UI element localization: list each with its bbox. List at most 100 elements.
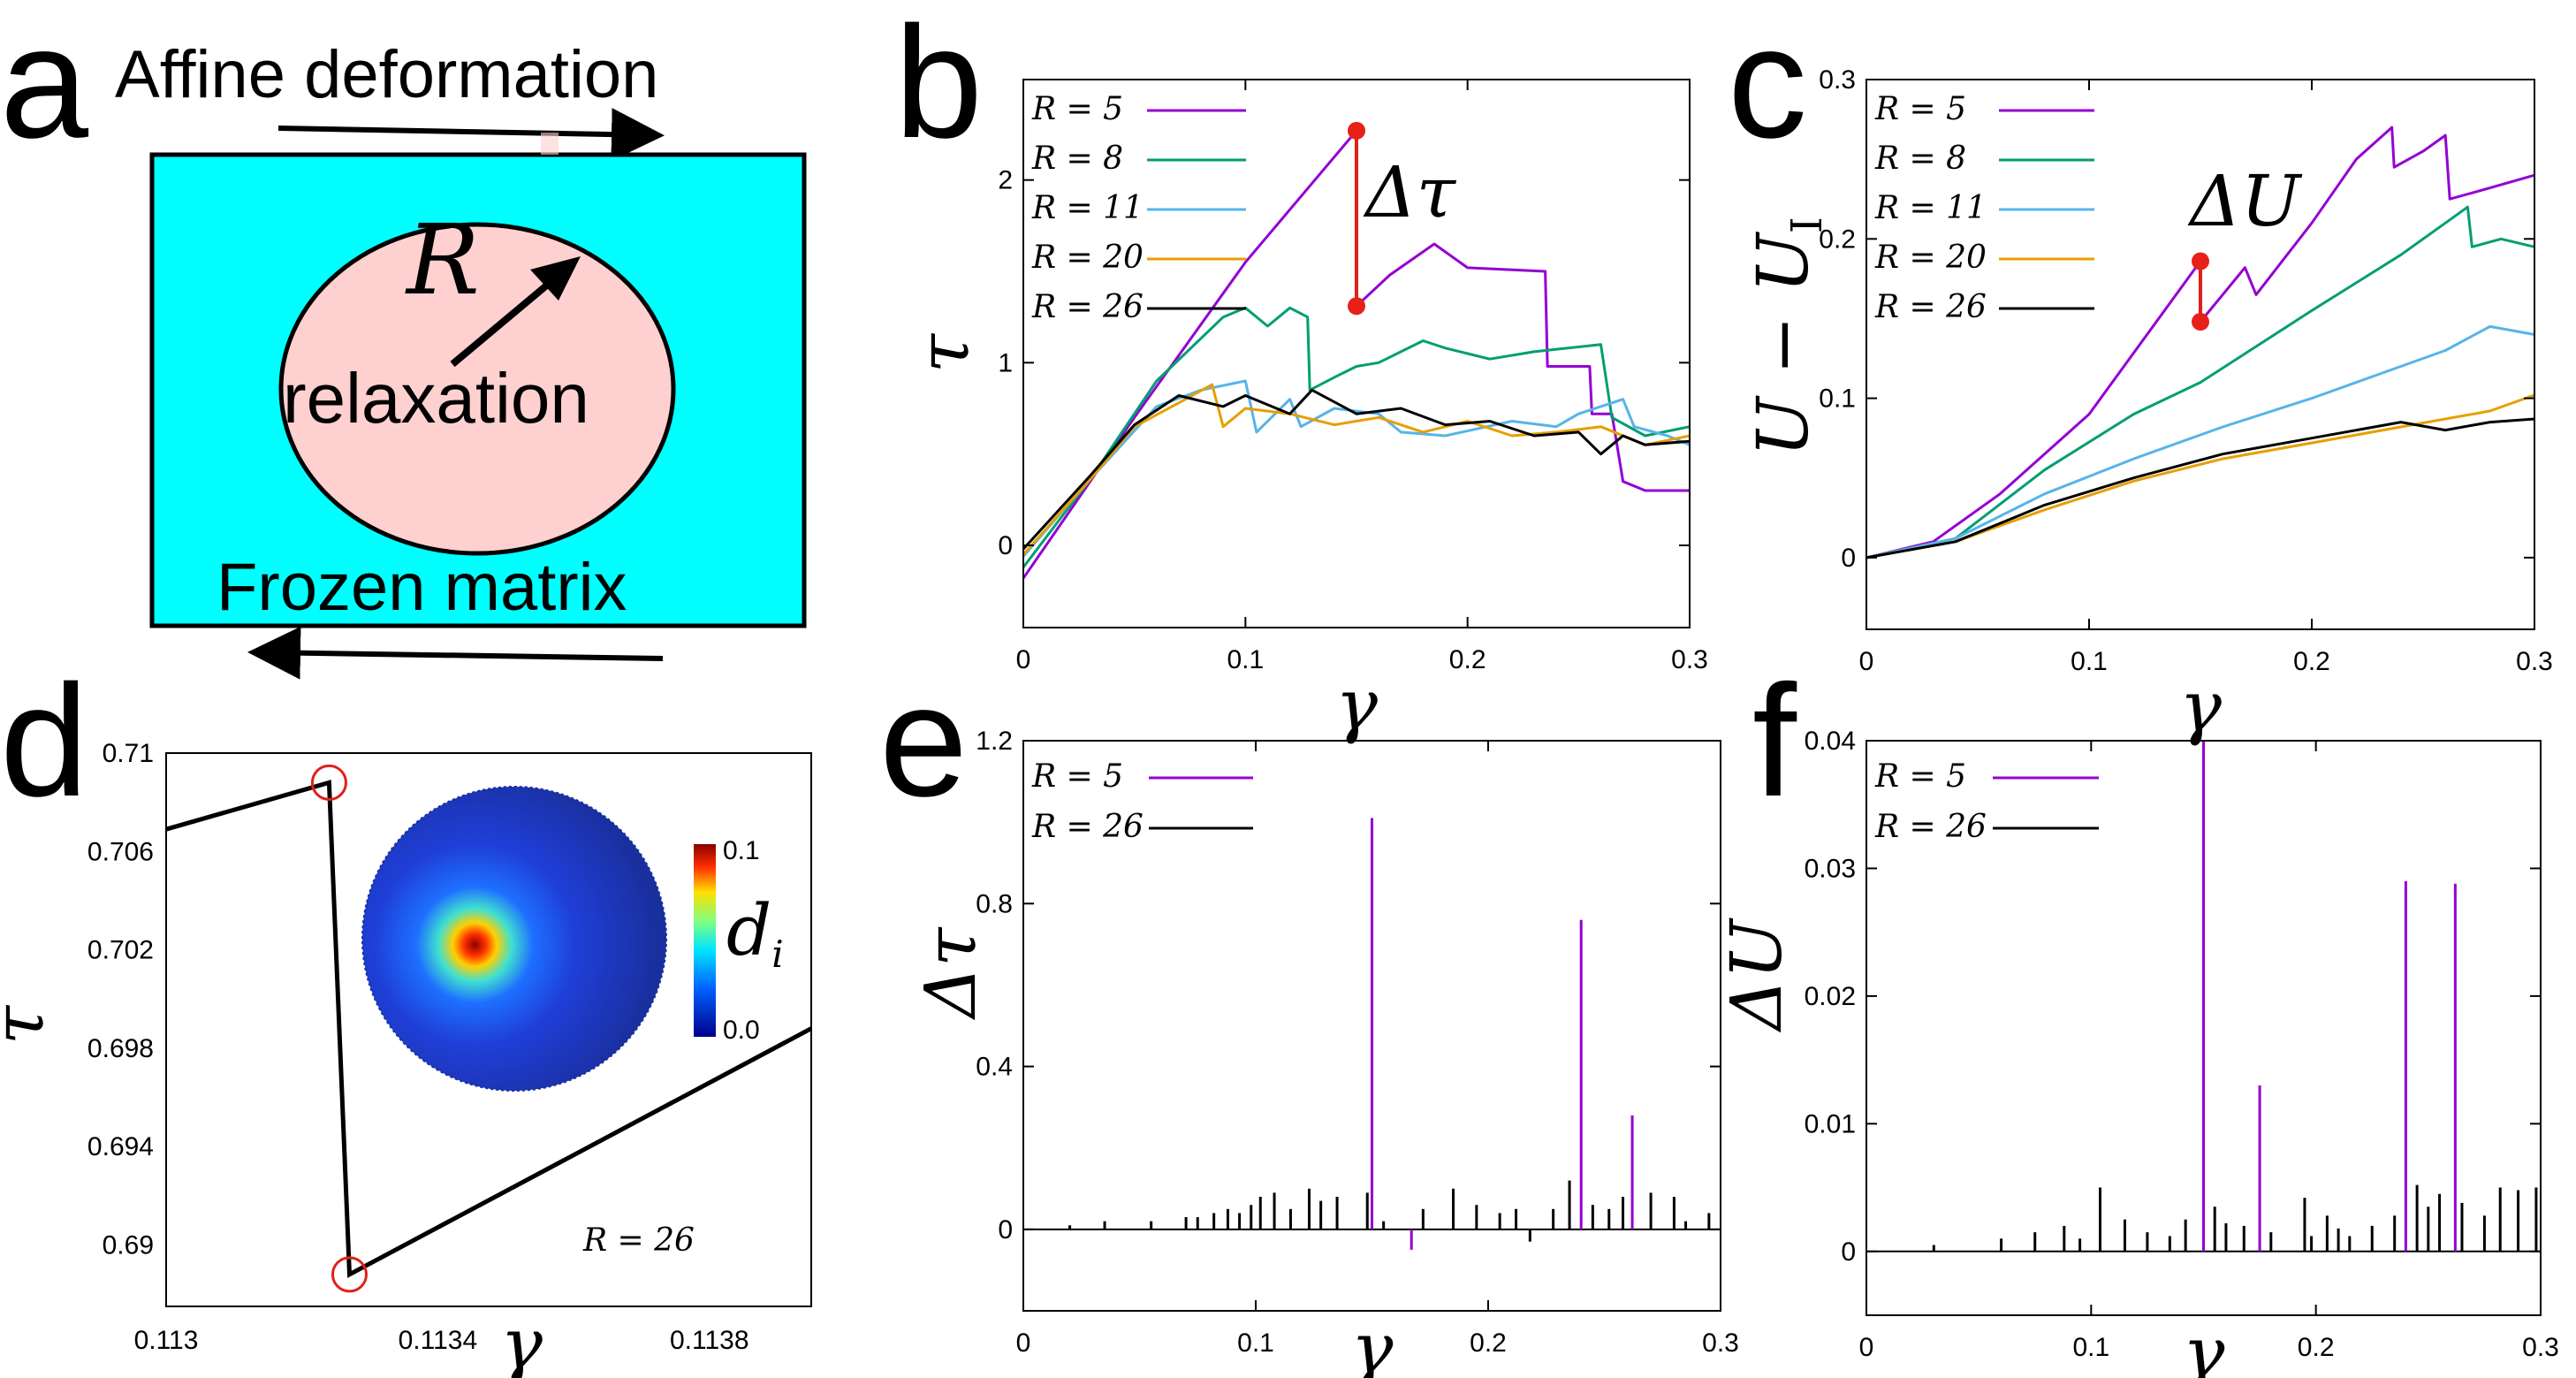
x-tick-label: 0.1134 xyxy=(399,1326,478,1355)
series-line xyxy=(1866,417,2535,560)
x-axis-label: γ xyxy=(1351,1307,1394,1378)
series-line xyxy=(165,780,813,1278)
panel-e-stress-drops: 0 0.1 0.2 0.3 0 0.4 0.8 1.2 γ Δτ R = 5 R = 26 xyxy=(909,727,1739,1378)
region-mark xyxy=(541,133,559,155)
x-tick-label: 0 xyxy=(1859,647,1874,676)
legend-label: R = 5 xyxy=(1874,758,1966,795)
y-tick-label: 0.694 xyxy=(87,1132,154,1161)
y-tick-label: 0.4 xyxy=(976,1053,1013,1082)
y-tick-label: 0.3 xyxy=(1819,65,1856,95)
x-tick-label: 0 xyxy=(1016,1329,1031,1358)
panel-label-d: d xyxy=(0,652,88,830)
drop-annotation-label: Δτ xyxy=(1363,151,1457,233)
frozen-matrix-text: Frozen matrix xyxy=(217,550,627,625)
plot-frame xyxy=(1022,740,1721,1312)
relaxation-region xyxy=(278,222,676,556)
x-axis-label: γ xyxy=(2183,1312,2225,1378)
x-axis-label: γ xyxy=(500,1303,543,1378)
panel-label-e: e xyxy=(879,652,968,830)
y-tick-label: 2 xyxy=(998,166,1013,195)
colorbar-max-label: 0.1 xyxy=(723,836,760,865)
y-tick-label: 0.71 xyxy=(103,739,154,768)
x-tick-label: 0.3 xyxy=(2522,1333,2559,1362)
y-tick-label: 0.706 xyxy=(87,837,154,866)
series-line xyxy=(1866,126,2535,560)
panel-label-c: c xyxy=(1728,0,1807,171)
event-marker xyxy=(331,1256,368,1293)
panel-d-annotation: R = 26 xyxy=(582,1222,695,1259)
drop-annotation-label: ΔU xyxy=(2187,160,2303,242)
panel-c-energy-strain: 0 0.1 0.2 0.3 0 0.1 0.2 0.3 γ U − UI R = 5 R = 8 R =… xyxy=(1742,65,2553,748)
legend-label: R = 8 xyxy=(1031,141,1123,177)
drop-marker-top xyxy=(2192,252,2209,270)
x-tick-label: 0.1 xyxy=(1237,1329,1274,1358)
colorbar-label: di xyxy=(726,889,784,976)
y-tick-label: 0.69 xyxy=(103,1230,154,1260)
y-axis-label: τ xyxy=(902,332,984,373)
legend-label: R = 26 xyxy=(1874,289,1987,325)
y-tick-label: 0 xyxy=(998,1215,1013,1245)
top-shear-arrow xyxy=(277,108,665,162)
y-tick-label: 0 xyxy=(1841,544,1856,573)
legend-label: R = 20 xyxy=(1031,240,1144,276)
colorbar-label-subscript: i xyxy=(771,933,783,976)
legend-label: R = 20 xyxy=(1874,240,1987,276)
series-line xyxy=(1022,306,1691,568)
colorbar xyxy=(694,844,716,1037)
x-tick-label: 0.2 xyxy=(1449,645,1486,674)
panel-f-energy-drops: 0 0.1 0.2 0.3 0 0.01 0.02 0.03 0.04 γ ΔU R = 5 R = 2… xyxy=(1715,727,2559,1378)
y-axis-label-subscript: I xyxy=(1782,217,1832,233)
panel-label-a: a xyxy=(0,0,89,171)
panel-d-zoom: 0.113 0.1134 0.1138 0.69 0.694 0.698 0.702 0.70… xyxy=(0,739,813,1378)
drop-marker-bottom xyxy=(1348,297,1365,316)
bottom-shear-arrow xyxy=(247,626,664,680)
relaxation-text: relaxation xyxy=(283,359,589,438)
y-tick-label: 1 xyxy=(998,348,1013,377)
legend-label: R = 11 xyxy=(1031,190,1144,226)
y-tick-label: 0.04 xyxy=(1805,727,1856,756)
drop-marker-top xyxy=(1348,121,1365,140)
x-tick-label: 0 xyxy=(1859,1333,1874,1362)
series-line xyxy=(1866,324,2535,560)
x-tick-label: 0 xyxy=(1016,645,1031,674)
y-tick-label: 0.03 xyxy=(1805,854,1856,883)
x-tick-label: 0.3 xyxy=(1702,1329,1739,1358)
x-tick-label: 0.2 xyxy=(1470,1329,1507,1358)
series-line xyxy=(1022,129,1690,580)
x-tick-label: 0.3 xyxy=(1671,645,1708,674)
panel-b-stress-strain: 0 0.1 0.2 0.3 0 1 2 γ τ R = 5 R = 8 R = 11 R = 20 R =… xyxy=(902,79,1708,746)
legend-label: R = 5 xyxy=(1031,91,1123,127)
panel-label-b: b xyxy=(894,0,983,171)
x-tick-label: 0.1 xyxy=(1227,645,1264,674)
series-line xyxy=(1866,393,2535,560)
y-tick-label: 0.01 xyxy=(1805,1109,1856,1138)
legend-label: R = 11 xyxy=(1874,190,1987,226)
legend-label: R = 5 xyxy=(1031,758,1123,795)
affine-deformation-text: Affine deformation xyxy=(115,37,658,112)
series-line xyxy=(1022,388,1691,551)
panel-label-f: f xyxy=(1752,652,1797,830)
colorbar-min-label: 0.0 xyxy=(723,1016,760,1045)
x-axis-label: γ xyxy=(2179,666,2222,748)
y-tick-label: 0.1 xyxy=(1819,384,1856,414)
legend-label: R = 26 xyxy=(1031,809,1144,845)
y-tick-label: 0.698 xyxy=(87,1034,154,1063)
x-tick-label: 0.113 xyxy=(134,1326,199,1355)
x-tick-label: 0.1138 xyxy=(670,1326,749,1355)
series-line xyxy=(1866,205,2535,560)
x-tick-label: 0.1 xyxy=(2071,647,2108,676)
y-tick-label: 0.2 xyxy=(1819,225,1856,254)
series-line xyxy=(1022,383,1691,556)
plot-frame xyxy=(1866,79,2535,630)
y-axis-label: ΔU xyxy=(1715,917,1797,1033)
y-tick-label: 0.8 xyxy=(976,889,1013,918)
x-tick-label: 0.1 xyxy=(2072,1333,2109,1362)
plot-frame xyxy=(1022,79,1691,628)
x-axis-label: γ xyxy=(1335,664,1378,746)
legend-label: R = 26 xyxy=(1874,809,1987,845)
radius-arrow-head xyxy=(530,256,581,301)
radius-label: R xyxy=(405,203,480,316)
x-tick-label: 0.3 xyxy=(2516,647,2553,676)
plot-frame xyxy=(1866,740,2542,1316)
